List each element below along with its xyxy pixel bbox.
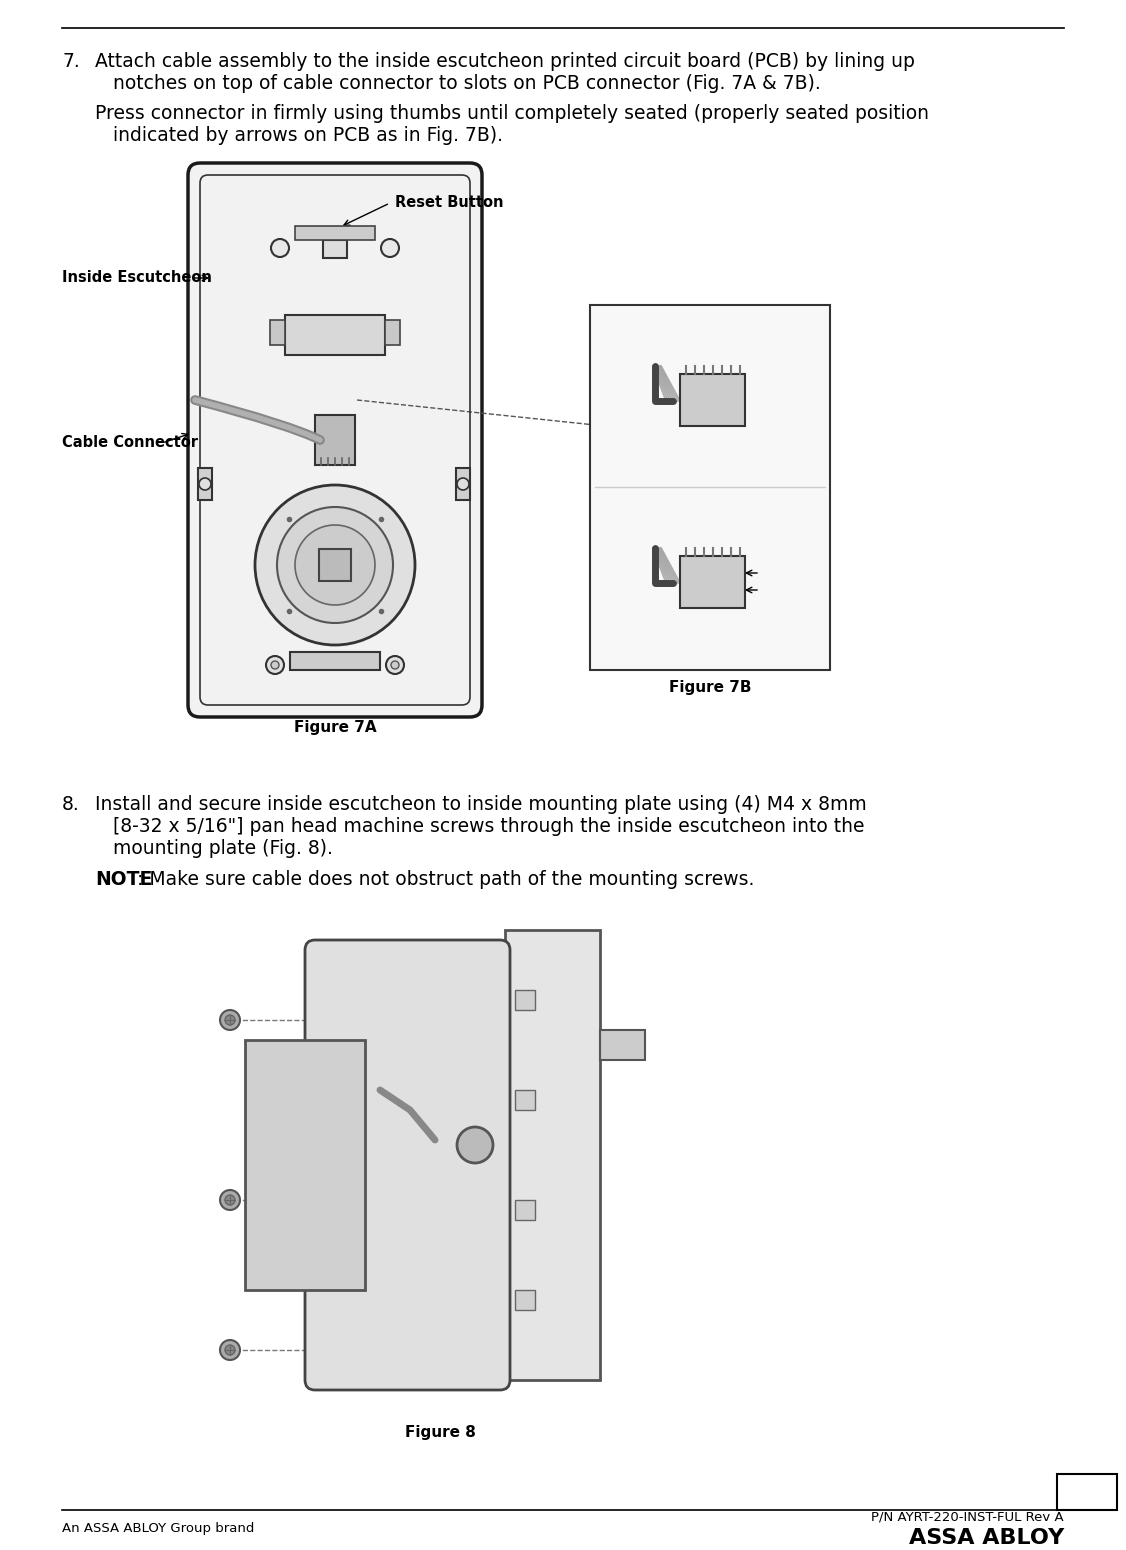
Circle shape bbox=[220, 1011, 240, 1031]
Text: Cable Connector: Cable Connector bbox=[62, 436, 198, 450]
Bar bbox=[285, 315, 385, 355]
Bar bbox=[245, 1040, 365, 1290]
Circle shape bbox=[457, 1127, 493, 1162]
Circle shape bbox=[271, 660, 279, 670]
FancyBboxPatch shape bbox=[305, 939, 510, 1390]
Bar bbox=[270, 319, 285, 346]
Text: Reset Button: Reset Button bbox=[395, 195, 503, 209]
Text: 8.: 8. bbox=[62, 795, 80, 814]
Text: Attach cable assembly to the inside escutcheon printed circuit board (PCB) by li: Attach cable assembly to the inside escu… bbox=[95, 53, 914, 71]
Bar bbox=[456, 468, 470, 501]
Bar bbox=[319, 549, 351, 581]
Text: 9: 9 bbox=[1080, 1493, 1094, 1511]
Circle shape bbox=[220, 1190, 240, 1211]
Text: Figure 7A: Figure 7A bbox=[294, 721, 376, 735]
Circle shape bbox=[220, 1341, 240, 1359]
Bar bbox=[515, 990, 535, 1011]
Text: : Make sure cable does not obstruct path of the mounting screws.: : Make sure cable does not obstruct path… bbox=[137, 870, 754, 890]
Text: P/N AYRT-220-INST-FUL Rev A: P/N AYRT-220-INST-FUL Rev A bbox=[872, 1510, 1064, 1524]
Text: NOTE: NOTE bbox=[95, 870, 152, 890]
Bar bbox=[590, 305, 830, 670]
Bar bbox=[315, 415, 355, 465]
Text: An ASSA ABLOY Group brand: An ASSA ABLOY Group brand bbox=[62, 1522, 254, 1534]
FancyBboxPatch shape bbox=[188, 163, 482, 718]
Bar bbox=[1057, 1474, 1117, 1510]
Circle shape bbox=[295, 525, 375, 604]
Circle shape bbox=[225, 1345, 235, 1355]
Bar bbox=[515, 1290, 535, 1310]
Circle shape bbox=[266, 656, 284, 674]
Circle shape bbox=[225, 1015, 235, 1025]
Text: Figure 8: Figure 8 bbox=[404, 1424, 475, 1440]
Text: Install and secure inside escutcheon to inside mounting plate using (4) M4 x 8mm: Install and secure inside escutcheon to … bbox=[95, 795, 867, 814]
Text: Figure 7B: Figure 7B bbox=[669, 680, 751, 694]
Text: notches on top of cable connector to slots on PCB connector (Fig. 7A & 7B).: notches on top of cable connector to slo… bbox=[95, 74, 821, 93]
Bar bbox=[385, 319, 400, 346]
Text: mounting plate (Fig. 8).: mounting plate (Fig. 8). bbox=[95, 839, 333, 859]
Bar bbox=[295, 226, 375, 240]
Circle shape bbox=[457, 477, 470, 490]
Text: Inside Escutcheon: Inside Escutcheon bbox=[62, 270, 212, 285]
Bar bbox=[515, 1200, 535, 1220]
Bar bbox=[291, 653, 379, 670]
Bar bbox=[198, 468, 212, 501]
Circle shape bbox=[225, 1195, 235, 1204]
Text: indicated by arrows on PCB as in Fig. 7B).: indicated by arrows on PCB as in Fig. 7B… bbox=[95, 126, 503, 146]
Bar bbox=[680, 374, 745, 426]
Text: Press connector in firmly using thumbs until completely seated (properly seated : Press connector in firmly using thumbs u… bbox=[95, 104, 929, 122]
Text: [8-32 x 5/16"] pan head machine screws through the inside escutcheon into the: [8-32 x 5/16"] pan head machine screws t… bbox=[95, 817, 865, 835]
Text: ASSA ABLOY: ASSA ABLOY bbox=[909, 1528, 1064, 1548]
Circle shape bbox=[386, 656, 404, 674]
Circle shape bbox=[254, 485, 415, 645]
Circle shape bbox=[391, 660, 399, 670]
Bar bbox=[600, 1031, 645, 1060]
Circle shape bbox=[277, 507, 393, 623]
Bar bbox=[323, 240, 347, 257]
Text: 7.: 7. bbox=[62, 53, 80, 71]
Bar bbox=[515, 1090, 535, 1110]
Bar bbox=[504, 930, 600, 1380]
Circle shape bbox=[381, 239, 399, 257]
Circle shape bbox=[199, 477, 211, 490]
Bar bbox=[680, 556, 745, 608]
Circle shape bbox=[271, 239, 289, 257]
